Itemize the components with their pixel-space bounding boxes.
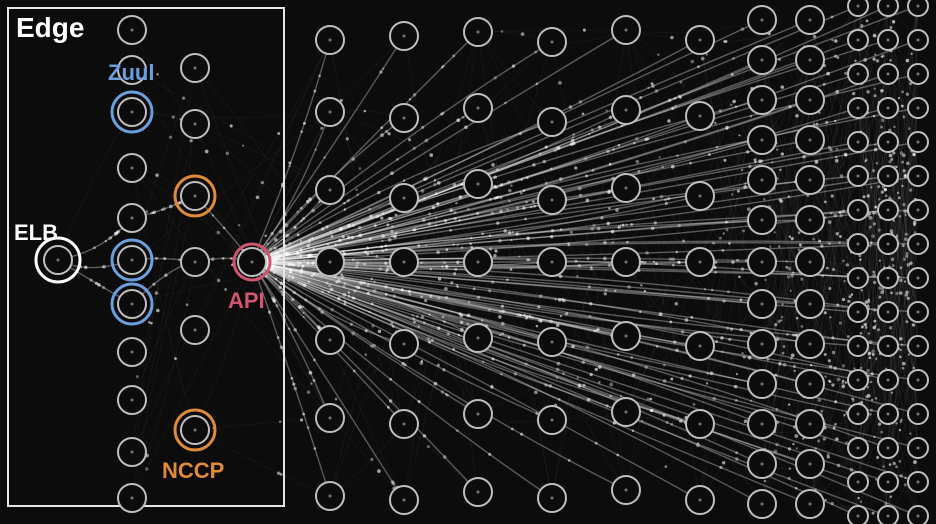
node xyxy=(848,0,868,16)
node xyxy=(908,0,928,16)
edge-box-label: Edge xyxy=(16,12,84,44)
elb-label: ELB xyxy=(14,220,58,246)
api-label: API xyxy=(228,288,265,314)
node xyxy=(878,0,898,16)
diagram-stage: Edge Zuul ELB API NCCP xyxy=(0,0,936,524)
nccp-label: NCCP xyxy=(162,458,224,484)
zuul-label: Zuul xyxy=(108,60,154,86)
